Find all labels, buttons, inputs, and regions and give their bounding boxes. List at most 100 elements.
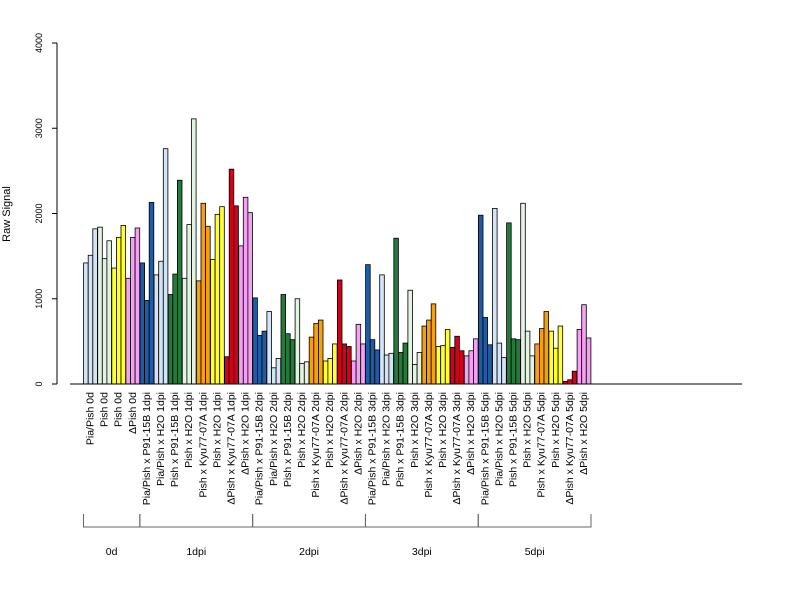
timepoint-label: 1dpi <box>186 546 206 558</box>
bar <box>120 225 126 385</box>
bar <box>397 352 404 385</box>
bar <box>134 227 141 385</box>
bar <box>92 228 98 385</box>
bar <box>501 357 507 385</box>
bar <box>463 355 470 385</box>
bar <box>195 280 202 385</box>
bar <box>322 360 329 385</box>
x-tick-labels: Pia/Pish 0d Pish 0d Pish 0d ΔPish 0d Pia/Pis… <box>85 392 591 505</box>
bar <box>176 179 183 385</box>
bar <box>186 224 192 385</box>
bar <box>567 379 573 385</box>
bar <box>510 338 517 385</box>
x-tick-label: Pish 0d <box>113 392 125 427</box>
bar <box>101 258 108 385</box>
bar <box>581 304 587 385</box>
bar <box>369 339 376 385</box>
x-tick-label: Pish x H2O 1dpi <box>211 392 223 468</box>
bar <box>242 196 249 385</box>
bar <box>256 335 263 385</box>
bar <box>125 277 131 385</box>
bars <box>83 118 592 385</box>
timepoint-label: 2dpi <box>299 546 319 558</box>
x-tick-label: Pia/Pish x H2O 5dpi <box>493 392 505 486</box>
x-tick-label: ΔPish x H2O 3dpi <box>465 392 477 475</box>
bar <box>275 358 282 385</box>
bar <box>506 222 512 385</box>
bar <box>416 352 423 385</box>
x-tick-label: ΔPish x Kyu77-07A 3dpi <box>451 392 463 505</box>
x-tick-label: Pish x H2O 5dpi <box>522 392 534 468</box>
timepoint-bracket <box>365 514 479 528</box>
bar <box>116 236 122 385</box>
bar <box>214 213 221 385</box>
bar <box>280 294 286 385</box>
bar <box>83 262 89 385</box>
bar <box>336 279 343 385</box>
x-tick-label: Pish x Kyu77-07A 2dpi <box>310 392 322 498</box>
bar <box>153 274 160 385</box>
bar <box>365 264 371 385</box>
bar <box>412 363 418 385</box>
bar <box>524 330 531 385</box>
bar <box>317 319 324 385</box>
x-tick-label: Pish 0d <box>99 392 111 427</box>
bar <box>271 367 277 385</box>
x-tick-label: Pish x Kyu77-07A 3dpi <box>423 392 435 498</box>
bar <box>402 342 408 385</box>
bar <box>360 343 366 385</box>
bar <box>299 363 305 385</box>
bar <box>454 335 460 385</box>
bar <box>585 337 592 385</box>
bar <box>383 354 390 385</box>
bar <box>529 355 535 385</box>
bar <box>191 118 197 385</box>
x-tick-label: ΔPish 0d <box>127 392 139 434</box>
bar <box>351 360 357 385</box>
bar <box>477 214 484 385</box>
bar <box>548 330 554 385</box>
bar <box>261 330 267 385</box>
x-tick-label: Pish x H2O 2dpi <box>296 392 308 468</box>
bar <box>162 148 169 385</box>
bar <box>139 262 145 385</box>
bar <box>355 323 362 385</box>
x-tick-label: Pish x H2O 5dpi <box>550 392 562 468</box>
bar <box>238 245 244 385</box>
bar <box>224 356 230 385</box>
y-axis-label: Raw Signal <box>1 186 13 242</box>
bar <box>247 212 253 385</box>
bar <box>444 329 451 385</box>
bar <box>158 260 164 385</box>
bar <box>473 338 479 385</box>
x-tick-label: Pish x Kyu77-07A 5dpi <box>536 392 548 498</box>
bar <box>557 325 564 385</box>
bar <box>379 274 385 385</box>
x-tick-label: Pish x P91-15B 1dpi <box>169 392 181 487</box>
x-tick-label: Pia/Pish x P91-15B 5dpi <box>479 392 491 505</box>
bar <box>210 259 216 385</box>
bar <box>482 317 488 385</box>
bar <box>449 346 456 385</box>
bar <box>285 333 291 385</box>
bar <box>167 294 174 385</box>
bar <box>148 202 155 385</box>
x-tick-label: Pish x H2O 1dpi <box>183 392 195 468</box>
x-tick-label: Pia/Pish x P91-15B 2dpi <box>254 392 266 505</box>
bar <box>332 343 338 385</box>
bar <box>341 343 347 385</box>
bar <box>421 325 427 385</box>
y-axis: 0 1000 2000 3000 4000 <box>34 33 58 387</box>
timepoint-bracket <box>252 514 366 528</box>
bar <box>111 267 117 385</box>
x-tick-label: Pia/Pish x P91-15B 3dpi <box>367 392 379 505</box>
x-tick-label: Pish x P91-15B 5dpi <box>508 392 520 487</box>
bar <box>233 205 239 385</box>
bar <box>205 225 211 385</box>
y-tick-label: 4000 <box>34 33 44 53</box>
bar <box>571 370 578 385</box>
timepoint-bracket <box>83 514 141 528</box>
bar <box>407 289 413 385</box>
bar <box>468 350 474 385</box>
x-tick-label: ΔPish x Kyu77-07A 1dpi <box>226 392 238 505</box>
